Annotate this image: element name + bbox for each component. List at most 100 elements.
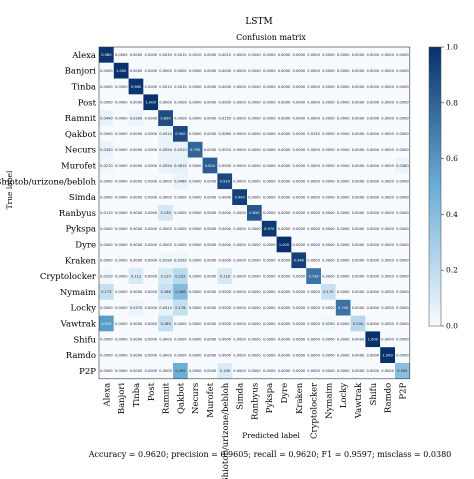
cell-value-label: 0.0000 — [233, 101, 246, 105]
heatmap-cell — [350, 299, 366, 316]
cell-value-label: 0.0000 — [174, 69, 187, 73]
heatmap-cell — [261, 299, 277, 316]
cell-value-label: 0.0000 — [381, 132, 394, 136]
heatmap-cell — [158, 141, 173, 158]
cell-value-label: 0.0000 — [352, 290, 365, 294]
heatmap-cell — [113, 363, 129, 379]
heatmap-cell — [350, 347, 366, 363]
cell-value-label: 0.0000 — [115, 116, 128, 120]
heatmap-cell — [350, 189, 366, 205]
cell-value-label: 0.0000 — [293, 53, 306, 57]
cell-value-label: 0.0000 — [204, 148, 217, 152]
heatmap-cell — [365, 189, 381, 205]
cell-value-label: 0.0000 — [115, 164, 128, 168]
heatmap-cell — [395, 78, 410, 95]
heatmap-cell — [321, 252, 336, 269]
heatmap-cell — [143, 141, 159, 158]
cell-value-label: 0.0000 — [263, 116, 276, 120]
cell-value-label: 0.0000 — [145, 338, 158, 342]
cell-value-label: 0.0000 — [248, 101, 261, 105]
heatmap-cell — [306, 141, 321, 158]
heatmap-cell — [173, 141, 188, 158]
cell-value-label: 0.0000 — [233, 164, 246, 168]
heatmap-cell — [217, 268, 233, 284]
cell-value-label: 0.0000 — [204, 306, 217, 310]
heatmap-cell — [395, 47, 410, 63]
cell-value-label: 0.0000 — [130, 259, 143, 263]
heatmap-cell — [143, 157, 159, 174]
cell-value-label: 0.0000 — [293, 338, 306, 342]
heatmap-cell — [247, 268, 262, 284]
cell-value-label: 0.0000 — [381, 290, 394, 294]
heatmap-cell — [365, 47, 381, 63]
heatmap-cell — [291, 189, 307, 205]
cell-value-label: 0.0000 — [174, 338, 187, 342]
cell-value-label: 0.394 — [397, 369, 408, 373]
row-label: Shiotob/urizone/bebloh — [0, 177, 97, 187]
cell-value-label: 1.000 — [368, 338, 379, 342]
chart-title: LSTM — [245, 17, 272, 27]
cell-value-label: 0.0000 — [145, 132, 158, 136]
cell-value-label: 0.0010 — [159, 85, 172, 89]
column-label: Kraken — [295, 382, 305, 414]
heatmap-cell — [158, 173, 173, 190]
heatmap-cell — [395, 284, 410, 300]
cell-value-label: 0.0010 — [189, 53, 202, 57]
cell-value-label: 0.0000 — [189, 211, 202, 215]
heatmap-cell — [261, 315, 277, 332]
heatmap-cell — [261, 284, 277, 300]
heatmap-cell — [173, 94, 188, 111]
row-label: Murofet — [61, 162, 97, 172]
heatmap-cell — [158, 284, 173, 300]
heatmap-cell — [187, 157, 203, 174]
heatmap-cell — [247, 62, 262, 79]
cell-value-label: 0.0000 — [337, 195, 350, 199]
cell-value-label: 0.0000 — [337, 180, 350, 184]
cell-value-label: 0.173 — [101, 290, 111, 294]
heatmap-cell — [202, 78, 218, 95]
cell-value-label: 0.0000 — [381, 338, 394, 342]
heatmap-cell — [306, 173, 321, 190]
heatmap-cell — [247, 236, 262, 253]
heatmap-cell — [276, 363, 292, 379]
heatmap-cell — [173, 157, 188, 174]
cell-value-label: 0.495 — [175, 369, 185, 373]
heatmap-cell — [217, 252, 233, 269]
heatmap-cell — [99, 189, 114, 205]
heatmap-cell — [232, 157, 247, 174]
heatmap-cell — [261, 94, 277, 111]
row-labels: Alexa Banjori Tinba Post Ramnit Qakbot Necurs M… — [0, 51, 97, 377]
cell-value-label: 0.230 — [353, 322, 364, 326]
heatmap-cell — [261, 157, 277, 174]
colorbar-tick-label: 1.0 — [446, 43, 458, 52]
colorbar-tick-label: 0.8 — [446, 98, 458, 107]
cell-value-label: 0.0000 — [278, 101, 291, 105]
heatmap-cell — [128, 315, 144, 332]
cell-value-label: 0.0000 — [307, 338, 320, 342]
cell-value-label: 0.0380 — [396, 164, 409, 168]
heatmap-cell — [276, 94, 292, 111]
heatmap-cell — [187, 94, 203, 111]
heatmap-cell — [217, 363, 233, 379]
cell-value-label: 0.0000 — [396, 211, 409, 215]
cell-value-label: 0.0000 — [189, 274, 202, 278]
cell-value-label: 0.0000 — [100, 195, 113, 199]
cell-value-label: 0.0090 — [100, 132, 113, 136]
heatmap-cell — [128, 47, 144, 63]
heatmap-cell — [306, 205, 321, 221]
heatmap-cell — [306, 299, 321, 316]
cell-value-label: 0.0000 — [145, 148, 158, 152]
cell-value-label: 0.0000 — [159, 227, 172, 231]
cell-value-label: 0.0000 — [352, 195, 365, 199]
heatmap-cell — [217, 189, 233, 205]
heatmap-cell — [143, 205, 159, 221]
cell-value-label: 0.0000 — [219, 338, 232, 342]
heatmap-cell — [380, 189, 395, 205]
cell-value-label: 0.0000 — [337, 53, 350, 57]
column-label: Murofet — [206, 382, 216, 418]
cell-value-label: 0.0000 — [100, 227, 113, 231]
cell-value-label: 0.0000 — [322, 259, 335, 263]
heatmap-cell — [158, 47, 173, 63]
cell-value-label: 0.0510 — [159, 306, 172, 310]
heatmap-cell — [380, 315, 395, 332]
